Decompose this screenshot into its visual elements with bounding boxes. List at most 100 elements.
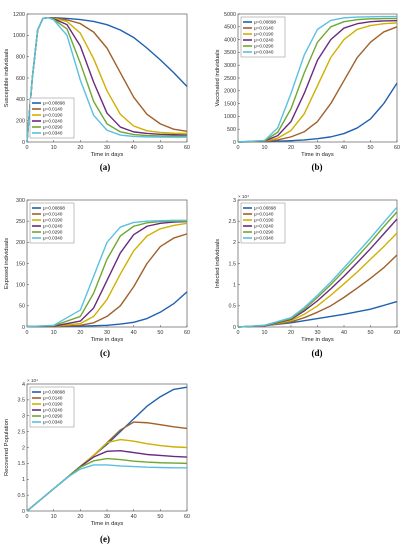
y-tick-label: 1500	[224, 101, 236, 107]
y-axis-label: Recovered Population	[4, 419, 10, 476]
y-tick-label: 3	[233, 198, 236, 204]
x-tick-label: 0	[26, 514, 29, 520]
panel-label: (b)	[312, 162, 323, 172]
y-tick-label: 0	[233, 140, 236, 146]
series-line-5	[26, 220, 187, 328]
x-tick-label: 60	[184, 330, 190, 336]
x-tick-label: 30	[104, 514, 110, 520]
legend-entry: μ=0.0140	[43, 212, 63, 217]
x-tick-label: 0	[26, 145, 29, 151]
y-tick-label: 200	[16, 240, 25, 246]
x-axis-label: Time in days	[301, 152, 334, 158]
y-tick-label: 0	[22, 325, 25, 331]
y-tick-label: 100	[16, 282, 25, 288]
x-tick-label: 10	[51, 330, 57, 336]
y-exponent-label: × 10⁴	[27, 378, 38, 383]
y-tick-label: 800	[16, 54, 25, 60]
legend-box	[29, 97, 75, 139]
y-tick-label: 4	[22, 382, 25, 388]
y-tick-label: 500	[227, 127, 236, 133]
legend: μ=0.00898μ=0.0140μ=0.0190μ=0.0240μ=0.029…	[29, 202, 75, 244]
x-tick-label: 0	[237, 330, 240, 336]
legend: μ=0.00898μ=0.0140μ=0.0190μ=0.0240μ=0.029…	[29, 97, 75, 139]
x-tick-label: 30	[315, 145, 321, 151]
y-tick-label: 3500	[224, 50, 236, 56]
y-tick-label: 300	[16, 198, 25, 204]
legend-entry: μ=0.0190	[254, 218, 274, 223]
x-tick-label: 10	[51, 145, 57, 151]
series-line-4	[237, 19, 398, 143]
y-tick-label: 1000	[224, 114, 236, 120]
y-axis-label: Infected individuals	[215, 239, 221, 288]
x-tick-label: 30	[315, 330, 321, 336]
panel-exposed: 0 10 20 30 40 50 60 0 50 100 150 200 250 300 Time in d…	[4, 198, 190, 358]
x-tick-label: 0	[237, 145, 240, 151]
y-tick-label: 0	[22, 140, 25, 146]
x-tick-label: 40	[131, 514, 137, 520]
x-tick-label: 10	[262, 145, 268, 151]
y-tick-label: 1	[233, 282, 236, 288]
legend-entry: μ=0.0290	[43, 230, 63, 235]
y-tick-label: 1200	[13, 12, 25, 18]
legend-box	[29, 386, 75, 428]
legend: μ=0.00898μ=0.0140μ=0.0190μ=0.0240μ=0.029…	[240, 16, 286, 58]
legend-entry: μ=0.0190	[43, 113, 63, 118]
x-tick-label: 0	[26, 330, 29, 336]
legend: μ=0.00898μ=0.0140μ=0.0190μ=0.0240μ=0.029…	[29, 386, 75, 428]
y-tick-label: 200	[16, 118, 25, 124]
legend-entry: μ=0.0340	[43, 420, 63, 425]
legend-entry: μ=0.00898	[254, 206, 276, 211]
x-tick-label: 50	[368, 330, 374, 336]
y-axis-label: Vaccinated individuals	[215, 49, 221, 106]
legend-entry: μ=0.0290	[43, 125, 63, 130]
y-tick-label: 250	[16, 219, 25, 225]
x-axis-label: Time in days	[301, 337, 334, 343]
legend-entry: μ=0.0240	[43, 408, 63, 413]
panel-label: (e)	[100, 534, 110, 544]
series-line-2	[237, 254, 398, 328]
y-tick-label: 3000	[224, 63, 236, 69]
legend: μ=0.00898μ=0.0140μ=0.0190μ=0.0240μ=0.029…	[240, 202, 286, 244]
series-line-6	[237, 15, 397, 143]
legend-entry: μ=0.0240	[43, 119, 63, 124]
legend-entry: μ=0.00898	[43, 101, 65, 106]
legend-box	[240, 16, 286, 58]
x-tick-label: 40	[131, 330, 137, 336]
panel-label: (a)	[100, 162, 111, 172]
y-tick-label: 1.5	[229, 261, 237, 267]
y-tick-label: 1.5	[18, 461, 26, 467]
x-tick-label: 30	[104, 330, 110, 336]
y-tick-label: 0.5	[18, 493, 26, 499]
series-line-4	[26, 220, 188, 328]
y-tick-label: 0	[22, 509, 25, 515]
y-tick-label: 50	[19, 304, 25, 310]
x-tick-label: 20	[77, 145, 83, 151]
legend-entry: μ=0.0340	[43, 236, 63, 241]
y-exponent-label: × 10⁴	[238, 194, 249, 199]
y-tick-label: 5000	[224, 12, 236, 18]
x-tick-label: 50	[157, 514, 163, 520]
y-tick-label: 0	[233, 325, 236, 331]
panel-infected: 0 10 20 30 40 50 60 0 0.5 1 1.5 2 2.5 3× 10⁴ Time in d…	[215, 194, 400, 358]
legend-entry: μ=0.0190	[254, 32, 274, 37]
y-tick-label: 400	[16, 97, 25, 103]
x-tick-label: 20	[77, 330, 83, 336]
legend-entry: μ=0.0290	[254, 44, 274, 49]
legend-box	[240, 202, 286, 244]
legend-entry: μ=0.0140	[254, 26, 274, 31]
legend-entry: μ=0.0140	[254, 212, 274, 217]
legend-entry: μ=0.0340	[254, 236, 274, 241]
x-axis-label: Time in days	[91, 152, 124, 158]
x-tick-label: 10	[262, 330, 268, 336]
x-tick-label: 60	[184, 514, 190, 520]
legend-entry: μ=0.0240	[254, 38, 274, 43]
legend-entry: μ=0.00898	[254, 20, 276, 25]
legend-entry: μ=0.0140	[43, 396, 63, 401]
x-tick-label: 40	[131, 145, 137, 151]
y-tick-label: 2.5	[18, 429, 26, 435]
series-line-3	[237, 22, 398, 143]
panel-label: (d)	[312, 348, 323, 358]
series-line-3	[26, 222, 188, 328]
legend-entry: μ=0.00898	[43, 206, 65, 211]
x-tick-label: 20	[288, 330, 294, 336]
